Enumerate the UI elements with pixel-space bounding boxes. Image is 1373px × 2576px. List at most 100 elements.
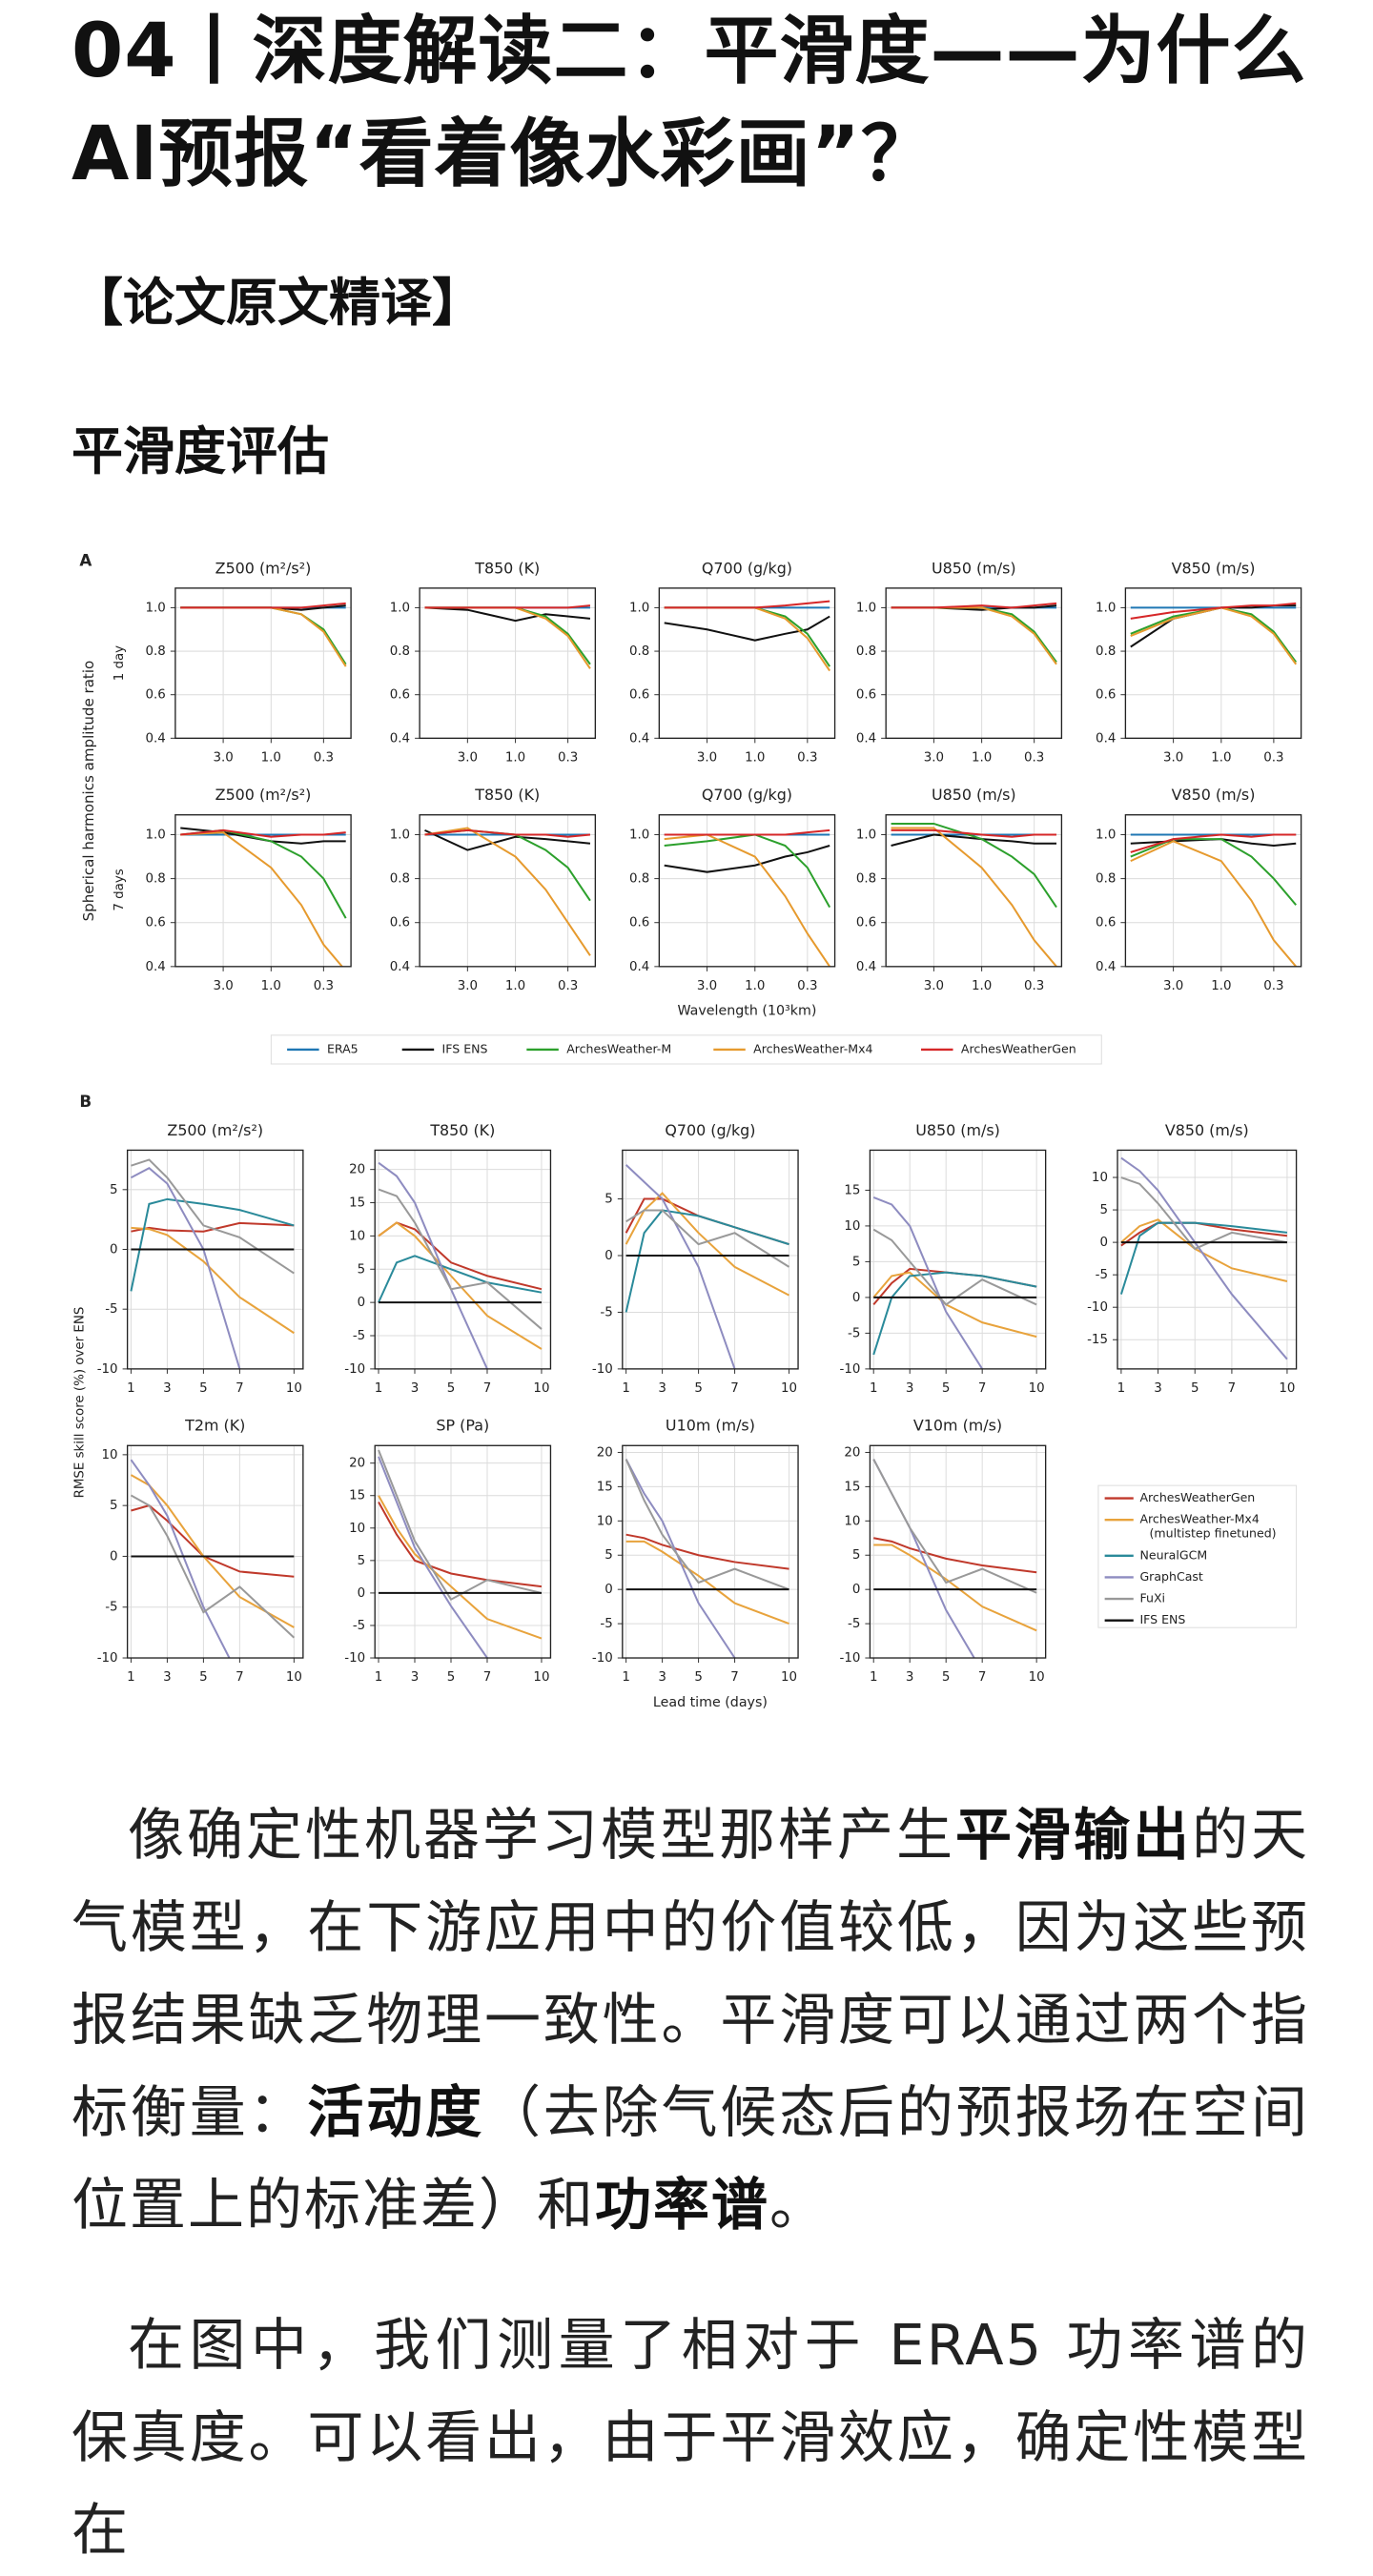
y-tick-label: 0	[358, 1296, 366, 1310]
text-run: 的天气模型，在下游应用中的价值较低，因为这些预报结果缺乏物理一致性。平滑度可以通…	[72, 1802, 1309, 2145]
y-tick-label: 0.4	[629, 731, 649, 746]
plot-area	[127, 1445, 303, 1659]
y-tick-label: 15	[597, 1480, 613, 1494]
series-line	[625, 1459, 737, 1659]
x-tick-label: 1	[870, 1670, 878, 1685]
y-tick-label: 15	[349, 1489, 365, 1503]
y-tick-label: -10	[840, 1362, 861, 1377]
y-tick-label: 0.6	[1096, 688, 1116, 703]
y-axis-label: RMSE skill score (%) over ENS	[72, 1307, 87, 1499]
panel-title: V850 (m/s)	[1172, 786, 1256, 804]
x-tick-label: 7	[730, 1670, 739, 1685]
x-tick-label: 1	[127, 1381, 135, 1396]
x-tick-label: 3.0	[458, 750, 478, 765]
x-tick-label: 0.3	[797, 979, 817, 993]
x-axis-label: Wavelength (10³km)	[678, 1004, 817, 1019]
x-tick-label: 7	[730, 1381, 739, 1396]
plot-area	[659, 814, 835, 967]
x-tick-label: 0.3	[1263, 750, 1283, 765]
plot-area	[1125, 587, 1301, 739]
series-line	[891, 828, 1057, 838]
y-tick-label: 20	[597, 1445, 613, 1460]
y-tick-label: 0.6	[629, 688, 649, 703]
title-line: 04丨深度解读二：平滑度——为什么	[72, 9, 1307, 94]
y-tick-label: -5	[105, 1302, 117, 1317]
y-tick-label: 0.6	[856, 916, 876, 930]
plot-frame	[1124, 814, 1302, 968]
y-tick-label: 1.0	[856, 828, 876, 842]
y-tick-label: 10	[349, 1522, 365, 1536]
x-tick-label: 7	[483, 1670, 492, 1685]
row-label: 1 day	[113, 645, 127, 681]
y-tick-label: -5	[848, 1617, 860, 1631]
y-tick-label: 0	[110, 1549, 118, 1564]
series-line	[378, 1449, 543, 1602]
plot-frame	[622, 1149, 799, 1370]
x-tick-label: 10	[1279, 1381, 1295, 1396]
plot-area	[420, 587, 596, 739]
y-tick-label: 20	[349, 1457, 365, 1471]
series-line	[872, 1271, 1037, 1356]
legend-label: ArchesWeather-M	[566, 1041, 671, 1055]
y-tick-label: -10	[97, 1362, 118, 1377]
y-tick-label: 15	[349, 1196, 365, 1211]
series-line	[872, 1196, 985, 1369]
plot-frame	[885, 814, 1063, 968]
y-tick-label: 0.6	[146, 688, 166, 703]
plot-area	[659, 587, 835, 739]
y-tick-label: 10	[844, 1514, 860, 1528]
x-tick-label: 5	[1191, 1381, 1199, 1396]
plot-frame	[174, 814, 352, 968]
y-tick-label: -5	[848, 1326, 860, 1340]
x-tick-label: 5	[447, 1381, 456, 1396]
series-line	[180, 602, 346, 609]
y-tick-label: 0.8	[1096, 872, 1116, 887]
x-tick-label: 3.0	[924, 750, 944, 765]
x-tick-label: 1	[622, 1670, 630, 1685]
plot-area	[375, 1445, 551, 1659]
y-tick-label: 0.8	[629, 872, 649, 887]
y-tick-label: 0.4	[629, 960, 649, 974]
panel-title: V10m (m/s)	[913, 1417, 1002, 1435]
y-tick-label: 5	[358, 1262, 366, 1277]
x-tick-label: 0.3	[1024, 979, 1044, 993]
panel-title: T2m (K)	[184, 1417, 245, 1435]
x-tick-label: 1.0	[972, 750, 992, 765]
y-tick-label: 5	[605, 1193, 613, 1207]
x-tick-label: 3	[906, 1670, 914, 1685]
series-line	[625, 1164, 736, 1369]
x-tick-label: 0.3	[1263, 979, 1283, 993]
x-tick-label: 1.0	[505, 750, 525, 765]
series-line	[424, 604, 591, 609]
x-tick-label: 3	[658, 1670, 666, 1685]
x-tick-label: 1	[1117, 1381, 1126, 1396]
y-tick-label: 0.4	[1096, 731, 1116, 746]
legend-label: ArchesWeatherGen	[1139, 1490, 1255, 1504]
plot-frame	[126, 1149, 304, 1370]
series-line	[130, 1459, 231, 1659]
y-tick-label: 20	[349, 1163, 365, 1177]
x-tick-label: 10	[781, 1381, 797, 1396]
y-tick-label: 0.4	[146, 960, 166, 974]
y-tick-label: 1.0	[1096, 601, 1116, 615]
paragraph: 在图中，我们测量了相对于 ERA5 功率谱的保真度。可以看出，由于平滑效应，确定…	[72, 2299, 1309, 2576]
y-tick-label: 0	[605, 1249, 613, 1263]
x-tick-label: 3.0	[697, 979, 717, 993]
series-line	[664, 833, 831, 909]
x-axis-label: Lead time (days)	[653, 1695, 768, 1710]
y-tick-label: -10	[97, 1651, 118, 1666]
bold-text: 平滑输出	[954, 1802, 1192, 1868]
y-tick-label: 5	[605, 1548, 613, 1563]
text-run: 在图中，我们测量了相对于 ERA5 功率谱的保真度。可以看出，由于平滑效应，确定…	[72, 2312, 1309, 2563]
y-tick-label: 0.6	[1096, 916, 1116, 930]
series-line	[625, 1459, 789, 1591]
series-line	[625, 1209, 789, 1313]
plot-frame	[658, 587, 836, 739]
y-tick-label: -10	[840, 1651, 861, 1666]
series-line	[625, 1533, 789, 1570]
y-tick-label: 0.6	[390, 916, 410, 930]
plot-frame	[126, 1444, 304, 1659]
series-line	[664, 615, 830, 642]
legend-note: (multistep finetuned)	[1150, 1526, 1277, 1541]
